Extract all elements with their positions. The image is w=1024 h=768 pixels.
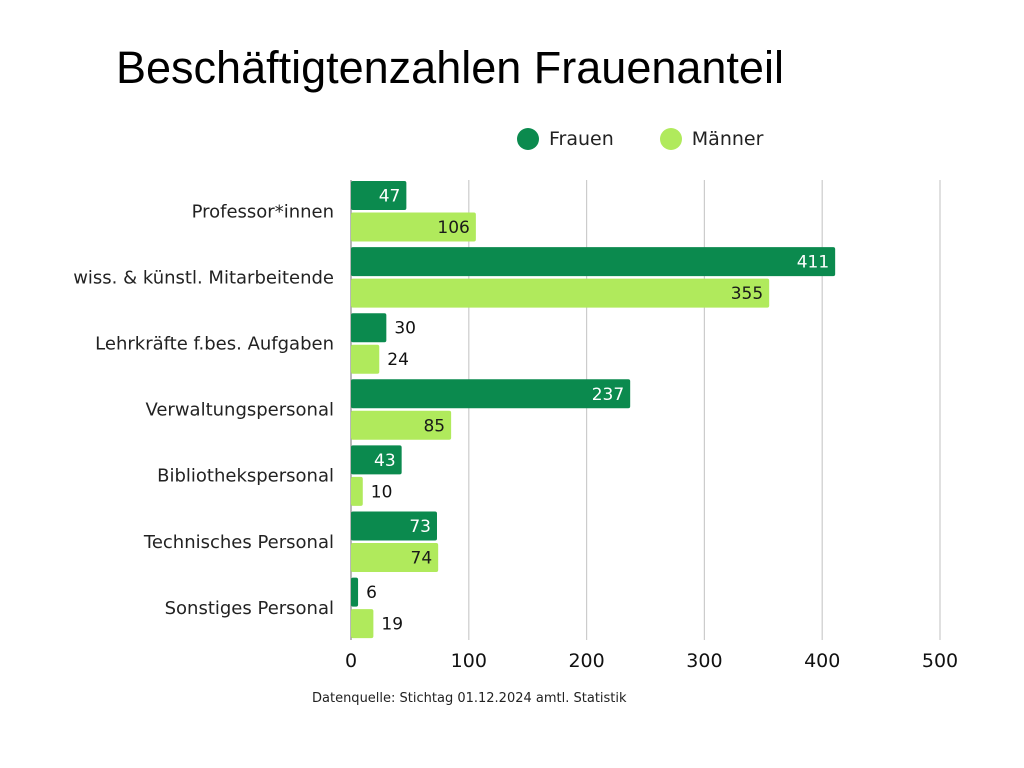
category-label: Sonstiges Personal	[165, 598, 334, 619]
x-tick-label: 100	[451, 650, 487, 672]
data-label: 30	[394, 319, 416, 339]
x-tick-label: 500	[922, 650, 958, 672]
bar-frauen	[351, 445, 402, 475]
legend-swatch-maenner	[659, 128, 682, 150]
legend: Frauen Männer	[517, 128, 763, 150]
data-label: 85	[423, 416, 445, 436]
legend-swatch-frauen	[517, 128, 539, 150]
data-label: 411	[797, 253, 829, 273]
bar-frauen	[351, 379, 631, 409]
bar-frauen	[351, 511, 437, 541]
legend-label-maenner: Männer	[691, 128, 764, 150]
legend-label-frauen: Frauen	[549, 128, 614, 150]
x-tick-label: 200	[568, 650, 604, 672]
data-label: 24	[387, 350, 409, 370]
category-label: Verwaltungspersonal	[145, 400, 334, 421]
legend-item-frauen: Frauen	[517, 128, 614, 150]
bar-frauen	[351, 313, 387, 343]
data-label: 74	[411, 549, 433, 569]
data-label: 6	[366, 583, 377, 603]
data-label: 355	[731, 284, 763, 304]
data-label: 10	[371, 482, 393, 502]
bar-maenner	[351, 609, 374, 639]
data-source-note: Datenquelle: Stichtag 01.12.2024 amtl. S…	[312, 691, 627, 706]
chart-title: Beschäftigtenzahlen Frauenanteil	[116, 42, 784, 93]
data-label: 73	[409, 517, 431, 537]
bar-maenner	[351, 212, 476, 242]
category-label: Professor*innen	[192, 201, 334, 222]
x-tick-label: 400	[804, 650, 840, 672]
data-label: 237	[592, 385, 624, 405]
x-tick-label: 300	[686, 650, 722, 672]
x-tick-label: 0	[345, 650, 357, 672]
category-label: Technisches Personal	[143, 532, 334, 553]
category-label: Bibliothekspersonal	[157, 466, 334, 487]
bar-frauen	[351, 247, 836, 277]
data-label: 19	[381, 615, 403, 635]
bar-maenner	[351, 543, 439, 572]
bar-frauen	[351, 181, 407, 210]
category-label: Lehrkräfte f.bes. Aufgaben	[95, 333, 334, 354]
bar-maenner	[351, 476, 363, 506]
bar-frauen	[351, 577, 359, 607]
bar-maenner	[351, 410, 452, 440]
bar-maenner	[351, 278, 770, 308]
legend-item-maenner: Männer	[659, 128, 764, 150]
data-label: 43	[374, 451, 396, 471]
bar-maenner	[351, 344, 380, 374]
category-label: wiss. & künstl. Mitarbeitende	[73, 267, 334, 288]
data-label: 47	[379, 187, 401, 207]
data-label: 106	[437, 218, 469, 238]
